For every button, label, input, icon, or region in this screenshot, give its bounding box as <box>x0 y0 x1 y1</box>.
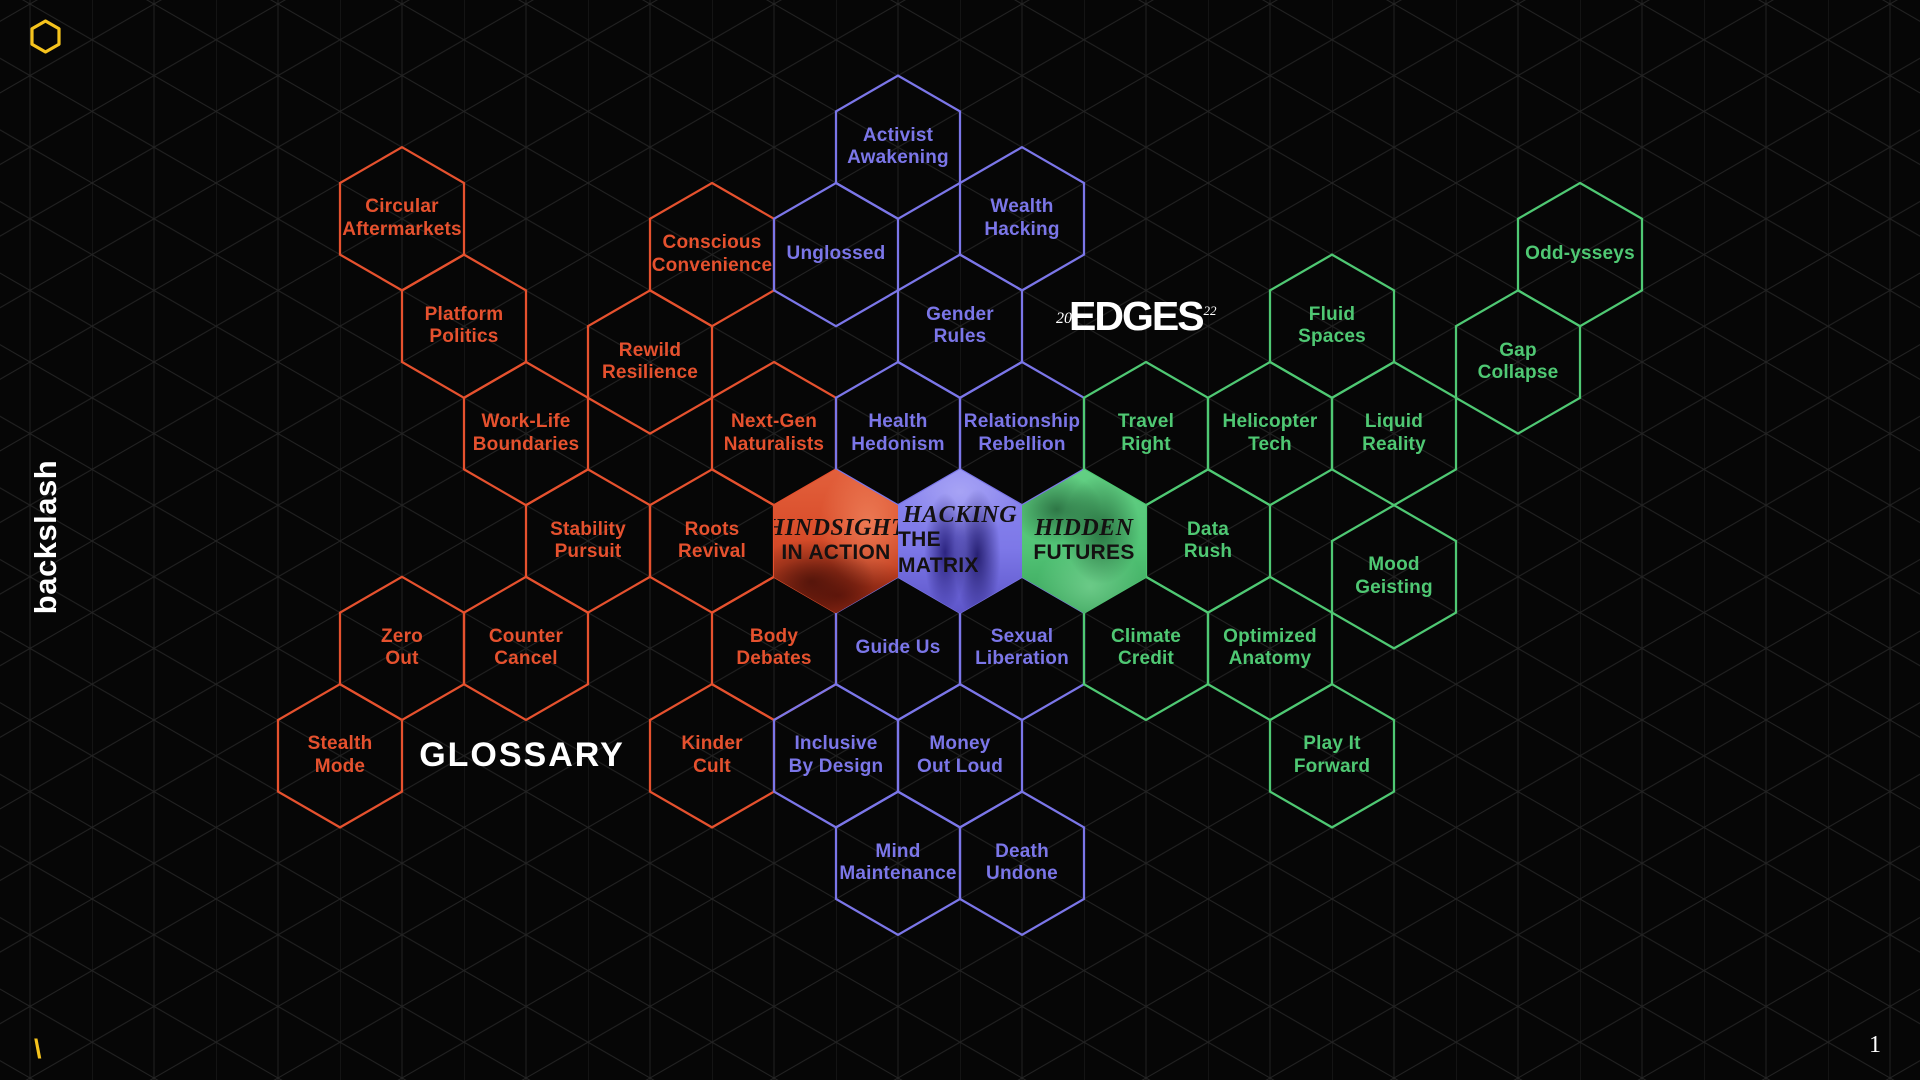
hex-label-rewild-resilience: Rewild Resilience <box>602 339 698 383</box>
hexagon-odd-ysseys <box>1516 181 1644 328</box>
hexagon-unglossed <box>772 181 900 328</box>
hex-label-gap-collapse: Gap Collapse <box>1477 339 1559 383</box>
hex-label-unglossed: Unglossed <box>786 243 886 265</box>
hex-label-death-undone: Death Undone <box>986 840 1058 885</box>
hexagon-stealth-mode <box>276 682 404 829</box>
hexagon-play-it-forward <box>1268 682 1396 829</box>
hexagon-death-undone <box>958 790 1086 937</box>
edges-2022-logo: 20 EDGES 22 <box>1056 294 1217 338</box>
hex-label-mood-geisting: Mood Geisting <box>1355 554 1433 598</box>
hex-label-inclusive-by-design: Inclusive By Design <box>788 733 884 777</box>
hex-label-guide-us: Guide Us <box>855 637 941 659</box>
featured-hexagon-hacking: HACKING THE MATRIX <box>898 469 1022 614</box>
hex-label-sexual-liberation: Sexual Liberation <box>975 625 1069 670</box>
hexagon-counter-cancel <box>462 575 590 722</box>
hex-label-mind-maintenance: Mind Maintenance <box>839 840 957 885</box>
footer-backslash-glyph: \ <box>34 1034 42 1064</box>
hex-label-activist-awakening: Activist Awakening <box>847 124 949 169</box>
featured-title-serif: HACKING <box>902 502 1018 529</box>
featured-title-serif: HIDDEN <box>1034 515 1134 542</box>
featured-title-serif: HINDSIGHT <box>765 515 907 542</box>
backslash-hexagon-logo-icon <box>30 19 61 54</box>
hex-label-work-life-boundaries: Work-Life Boundaries <box>472 411 580 455</box>
hex-label-kinder-cult: Kinder Cult <box>681 733 743 777</box>
hex-label-optimized-anatomy: Optimized Anatomy <box>1223 625 1317 670</box>
featured-title-sans: FUTURES <box>1033 541 1135 565</box>
hex-label-helicopter-tech: Helicopter Tech <box>1222 411 1318 455</box>
hex-label-zero-out: Zero Out <box>381 625 423 670</box>
hex-label-platform-politics: Platform Politics <box>424 303 504 348</box>
hex-label-money-out-loud: Money Out Loud <box>916 733 1003 777</box>
hex-label-roots-revival: Roots Revival <box>678 518 746 562</box>
hex-label-gender-rules: Gender Rules <box>926 303 994 348</box>
hex-label-next-gen-naturalists: Next-Gen Naturalists <box>723 411 825 455</box>
featured-title-sans: IN ACTION <box>781 541 891 565</box>
hexagon-mood-geisting <box>1330 503 1458 650</box>
hex-label-health-hedonism: Health Hedonism <box>851 411 945 455</box>
hex-label-relationship-rebellion: Relationship Rebellion <box>963 411 1081 455</box>
hex-label-liquid-reality: Liquid Reality <box>1362 411 1426 455</box>
hex-label-body-debates: Body Debates <box>736 625 812 670</box>
hex-label-play-it-forward: Play It Forward <box>1293 733 1371 777</box>
page-number: 1 <box>1869 1032 1881 1058</box>
hexagon-fluid-spaces <box>1268 253 1396 400</box>
hex-label-stealth-mode: Stealth Mode <box>307 733 373 777</box>
hexagon-rewild-resilience <box>586 289 714 435</box>
logo-year-prefix: 20 <box>1056 310 1072 327</box>
featured-hexagon-hindsight: HINDSIGHT IN ACTION <box>774 469 898 614</box>
hex-label-climate-credit: Climate Credit <box>1110 625 1182 670</box>
logo-title: EDGES <box>1069 292 1205 339</box>
hex-label-odd-ysseys: Odd-ysseys <box>1525 243 1635 265</box>
hex-label-counter-cancel: Counter Cancel <box>488 625 564 670</box>
hex-label-data-rush: Data Rush <box>1183 518 1233 562</box>
hex-label-wealth-hacking: Wealth Hacking <box>984 196 1060 240</box>
hex-label-conscious-convenience: Conscious Convenience <box>651 232 773 276</box>
hex-label-fluid-spaces: Fluid Spaces <box>1298 303 1366 348</box>
hex-label-circular-aftermarkets: Circular Aftermarkets <box>342 196 462 240</box>
backslash-wordmark: backslash <box>28 459 63 615</box>
glossary-heading: GLOSSARY <box>419 736 625 774</box>
logo-year-suffix: 22 <box>1203 303 1217 318</box>
hex-label-stability-pursuit: Stability Pursuit <box>550 518 626 562</box>
hex-label-travel-right: Travel Right <box>1117 411 1175 455</box>
featured-title-sans: THE MATRIX <box>898 528 979 578</box>
